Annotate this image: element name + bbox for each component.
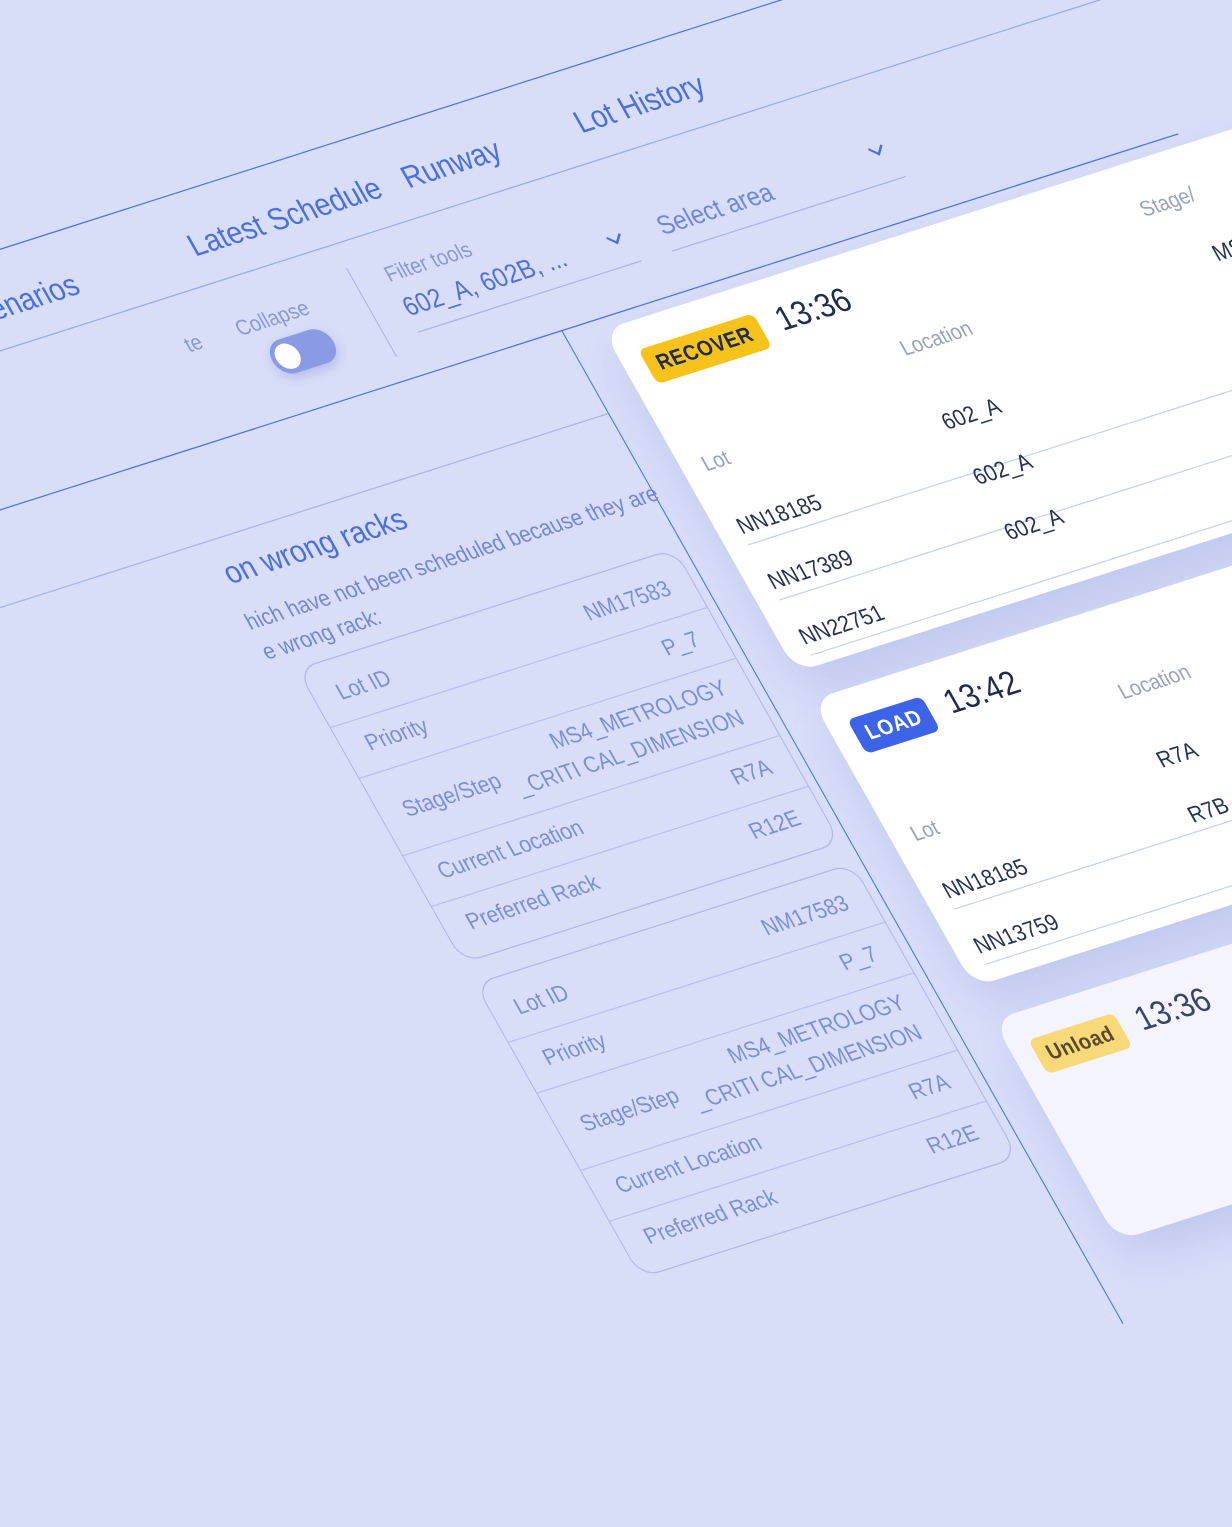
field-key: Current Location — [610, 1130, 767, 1200]
field-key: Stage/Step — [397, 768, 507, 823]
col-header-lot: Lot — [905, 815, 944, 846]
cell-location: 602_A — [999, 504, 1069, 546]
status-badge: RECOVER — [638, 313, 772, 385]
tab-latest-schedule[interactable]: Latest Schedule — [180, 169, 389, 264]
cell-stage: MS — [1207, 234, 1232, 267]
cell-location: 602_A — [937, 394, 1007, 436]
status-badge: LOAD — [847, 696, 941, 755]
field-key: Lot ID — [331, 665, 397, 706]
col-header-lot: Lot — [696, 445, 735, 476]
field-value: R12E — [922, 1120, 984, 1160]
field-key: Lot ID — [509, 980, 575, 1021]
cell-location: 602_A — [968, 449, 1038, 491]
card-time: 13:36 — [767, 280, 859, 338]
field-value: P_7 — [835, 942, 883, 977]
field-key: Preferred Rack — [461, 870, 605, 936]
chevron-down-icon[interactable] — [868, 140, 883, 156]
col-header-location: Location — [1113, 659, 1196, 704]
toggle-knob — [269, 340, 306, 372]
cell-location: R7B — [1183, 793, 1232, 829]
filter-left-label: te — [179, 329, 208, 357]
chevron-down-icon[interactable] — [606, 228, 621, 245]
status-badge: Unload — [1028, 1012, 1133, 1075]
card-time: 13:42 — [936, 663, 1027, 721]
field-value: R12E — [744, 806, 806, 845]
collapse-toggle[interactable] — [263, 325, 343, 378]
cell-location: R7A — [1152, 738, 1203, 774]
field-key: Priority — [360, 713, 434, 757]
field-key: Preferred Rack — [639, 1185, 783, 1250]
area-select[interactable]: Select area — [650, 176, 780, 241]
panel-header-border — [0, 413, 609, 617]
field-value: R7A — [904, 1070, 956, 1106]
col-header-location: Location — [895, 316, 978, 361]
field-value: P_7 — [657, 627, 705, 662]
card-time: 13:36 — [1127, 980, 1218, 1038]
col-header-stage: Stage/ — [1134, 182, 1201, 222]
field-key: Stage/Step — [575, 1083, 685, 1138]
field-key: Priority — [538, 1028, 612, 1071]
field-value: R7A — [726, 755, 778, 791]
field-key: Current Location — [432, 815, 589, 885]
tab-runway[interactable]: Runway — [393, 131, 509, 196]
dashboard-canvas: Scenarios Latest Schedule Runway Lot His… — [0, 0, 1232, 1324]
